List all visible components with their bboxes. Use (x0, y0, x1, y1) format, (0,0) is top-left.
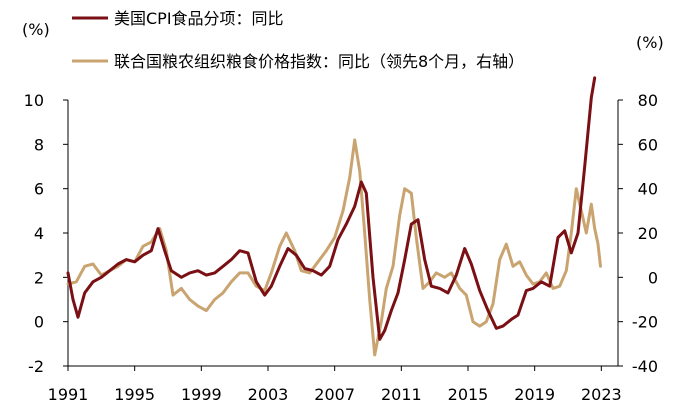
x-tick-label: 2003 (248, 385, 289, 404)
x-tick-label: 2015 (448, 385, 489, 404)
x-tick-label: 1999 (181, 385, 222, 404)
right-y-tick-label: 40 (638, 180, 658, 199)
right-y-tick-label: -20 (632, 313, 658, 332)
left-y-tick-label: 2 (34, 268, 44, 287)
right-y-tick-label: 0 (648, 268, 658, 287)
x-tick-label: 2023 (581, 385, 622, 404)
legend: 美国CPI食品分项：同比 联合国粮农组织粮食价格指数：同比（领先8个月，右轴） (72, 9, 524, 71)
left-axis-unit: (%) (22, 20, 50, 39)
x-tick-label: 2007 (314, 385, 355, 404)
right-y-tick-label: 60 (638, 135, 658, 154)
left-y-tick-label: 4 (34, 224, 44, 243)
left-y-tick-label: 0 (34, 313, 44, 332)
x-tick-label: 1991 (48, 385, 89, 404)
right-y-tick-label: -40 (632, 357, 658, 376)
right-y-ticks: -40 -20 0 20 40 60 80 (618, 91, 658, 376)
left-y-tick-label: 6 (34, 180, 44, 199)
left-y-ticks: -2 0 2 4 6 8 10 (24, 91, 68, 376)
left-y-tick-label: -2 (28, 357, 44, 376)
legend-label-fao-index: 联合国粮农组织粮食价格指数：同比（领先8个月，右轴） (114, 52, 524, 71)
series-line-fao-index (66, 138, 602, 357)
left-y-tick-label: 8 (34, 135, 44, 154)
series-line-cpi-food (66, 76, 597, 341)
right-y-tick-label: 20 (638, 224, 658, 243)
left-y-tick-label: 10 (24, 91, 44, 110)
x-tick-label: 1995 (114, 385, 155, 404)
x-tick-label: 2019 (514, 385, 555, 404)
right-axis-unit: (%) (636, 33, 664, 52)
x-axis-ticks: 1991 1995 1999 2003 2007 2011 2015 2019 2023 (48, 366, 622, 404)
series-layer (66, 76, 602, 357)
right-y-tick-label: 80 (638, 91, 658, 110)
x-tick-label: 2011 (381, 385, 422, 404)
legend-label-cpi-food: 美国CPI食品分项：同比 (114, 9, 284, 28)
